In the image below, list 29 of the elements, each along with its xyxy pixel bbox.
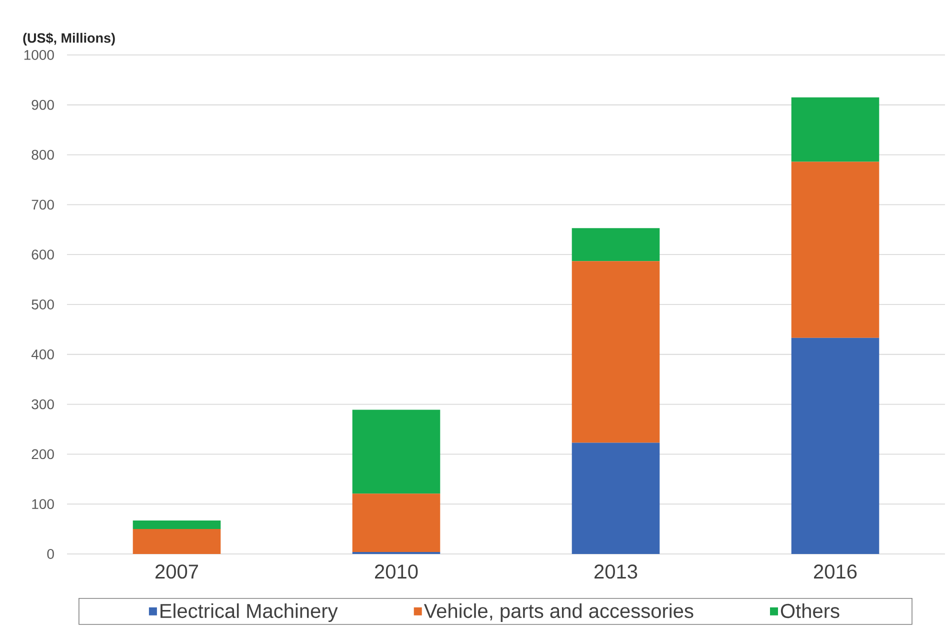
x-tick-label: 2016: [814, 564, 857, 579]
y-tick-label: 700: [32, 200, 54, 210]
bar: [132, 520, 221, 530]
x-tick-label: 2013: [594, 564, 638, 579]
bar: [572, 442, 660, 554]
y-tick-label: 500: [32, 300, 54, 310]
y-tick-label: 0: [47, 549, 54, 559]
y-tick-label: 900: [32, 100, 54, 110]
x-tick-label: 2010: [375, 564, 418, 579]
x-tick-label: 2007: [156, 564, 198, 579]
y-tick-label: 100: [32, 499, 54, 510]
legend-label: Vehicle, parts and accessories: [424, 603, 694, 622]
y-tick-label: 300: [32, 399, 54, 410]
y-tick-label: 200: [32, 449, 54, 460]
legend-label: Others: [780, 603, 840, 618]
bar: [132, 529, 221, 554]
y-tick-label: 1000: [24, 50, 54, 60]
y-tick-label: 800: [32, 150, 54, 160]
y-tick-label: 400: [31, 349, 54, 360]
legend-label: Electrical Machinery: [160, 603, 338, 622]
y-axis-title: (US$, Millions): [23, 32, 115, 46]
bar: [352, 494, 440, 552]
bar: [791, 338, 880, 554]
bar: [791, 162, 880, 338]
bar: [572, 228, 660, 262]
bar: [352, 410, 440, 494]
y-tick-label: 600: [32, 250, 54, 260]
bar: [572, 261, 660, 443]
bar: [791, 97, 880, 162]
